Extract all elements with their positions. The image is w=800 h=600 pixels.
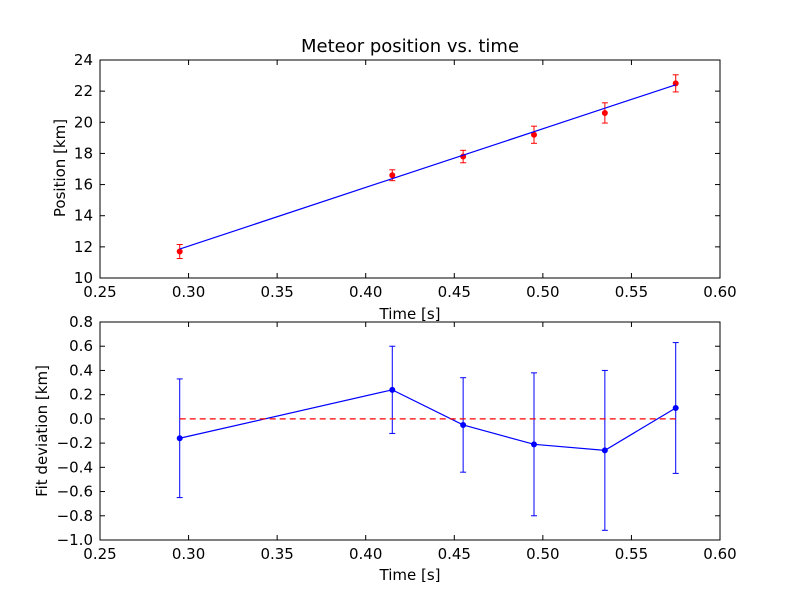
chart0-y-tick-label: 20: [74, 113, 93, 131]
chart1-y-tick-label: −0.6: [57, 483, 93, 501]
chart0-x-tick-label: 0.45: [438, 283, 471, 301]
chart0-y-tick-label: 10: [74, 269, 93, 287]
chart1-y-tick-label: 0.4: [69, 361, 93, 379]
chart1-x-tick-label: 0.40: [349, 545, 382, 563]
chart1-x-tick-label: 0.50: [526, 545, 559, 563]
chart0-x-tick-label: 0.40: [349, 283, 382, 301]
chart0-y-tick-label: 24: [74, 51, 93, 69]
chart1-x-tick-label: 0.45: [438, 545, 471, 563]
chart0-series0-point: [531, 131, 537, 138]
chart0-series0-point: [389, 172, 396, 179]
chart0-y-tick-label: 22: [74, 82, 93, 100]
chart1-x-tick-label: 0.25: [83, 545, 116, 563]
chart0-y-tick-label: 16: [74, 176, 93, 194]
top-y-axis-label: Position [km]: [51, 119, 69, 217]
bottom-x-axis-label: Time [s]: [379, 566, 441, 584]
chart1-x-tick-label: 0.35: [260, 545, 293, 563]
chart1-y-tick-label: −0.4: [57, 458, 93, 476]
chart1-plot-frame: [99, 321, 721, 541]
chart1-y-tick-label: 0.6: [69, 337, 93, 355]
chart1-series0-point: [460, 421, 467, 428]
chart1-x-tick-label: 0.55: [615, 545, 648, 563]
chart1-y-tick-label: −0.2: [57, 434, 93, 452]
bottom-chart: 0.25 0.30 0.35 0.40 0.45 0.50 0.55 0.60 0.8 0.6 0.…: [33, 313, 737, 584]
chart0-y-tick-label: 18: [74, 144, 93, 162]
chart1-y-tick-label: 0.8: [69, 313, 93, 331]
chart0-x-tick-label: 0.35: [260, 283, 293, 301]
chart1-y-tick-label: 0.2: [69, 386, 93, 404]
chart1-y-tick-label: −0.8: [57, 507, 93, 525]
chart0-y-tick-label: 12: [74, 238, 93, 256]
chart1-series0-point: [176, 435, 183, 442]
chart0-y-tick-label: 14: [74, 207, 93, 225]
chart0-x-tick-label: 0.25: [83, 283, 116, 301]
chart0-x-tick-label: 0.50: [526, 283, 559, 301]
top-plot-area: 0.25 0.30 0.35 0.40 0.45 0.50 0.55 0.60 10 12 14 16…: [74, 51, 737, 301]
bottom-plot-area: 0.25 0.30 0.35 0.40 0.45 0.50 0.55 0.60 0.8 0.6 0.…: [57, 313, 737, 563]
chart0-plot-frame: [99, 59, 721, 279]
chart1-series0-line: [179, 389, 677, 451]
top-chart-title: Meteor position vs. time: [301, 36, 519, 57]
chart0-series0-point: [176, 248, 183, 255]
chart0-series1-line: [179, 84, 676, 250]
top-chart: Meteor position vs. time 0.25 0.30 0.35 0.4…: [51, 36, 737, 323]
chart0-x-tick-label: 0.30: [172, 283, 205, 301]
chart0-x-tick-label: 0.55: [615, 283, 648, 301]
chart1-series0-point: [601, 447, 608, 454]
chart1-series0-point: [389, 386, 396, 393]
chart1-y-tick-label: −1.0: [57, 531, 93, 549]
chart1-x-tick-label: 0.60: [703, 545, 736, 563]
top-x-axis-label: Time [s]: [379, 305, 441, 323]
chart1-series0-point: [531, 441, 537, 448]
chart1-series0-point: [672, 404, 679, 411]
chart1-y-tick-label: 0.0: [69, 410, 93, 428]
chart0-x-tick-label: 0.60: [703, 283, 736, 301]
chart1-x-tick-label: 0.30: [172, 545, 205, 563]
bottom-y-axis-label: Fit deviation [km]: [33, 365, 51, 497]
chart0-series0-point: [601, 109, 608, 116]
